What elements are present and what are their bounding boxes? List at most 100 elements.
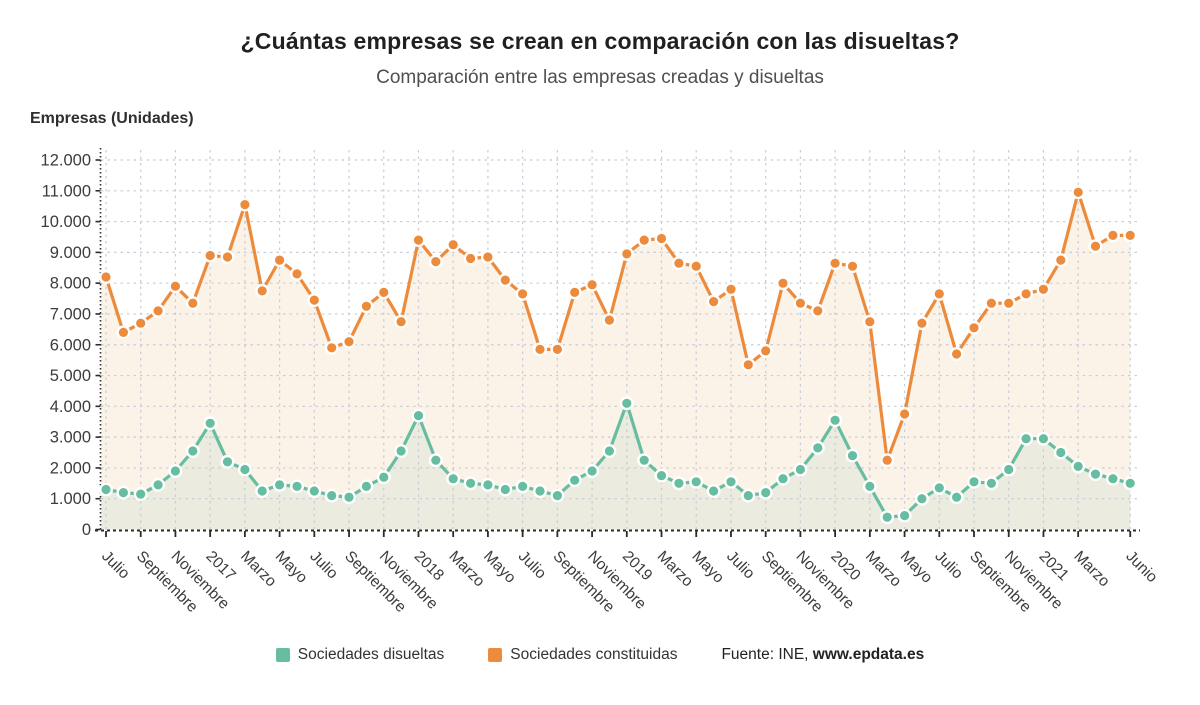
data-point-constituidas[interactable] xyxy=(1071,185,1086,200)
data-point-disueltas[interactable] xyxy=(324,488,339,503)
data-point-constituidas[interactable] xyxy=(880,453,895,468)
data-point-constituidas[interactable] xyxy=(359,299,374,314)
data-point-disueltas[interactable] xyxy=(810,440,825,455)
data-point-constituidas[interactable] xyxy=(133,316,148,331)
data-point-constituidas[interactable] xyxy=(411,233,426,248)
data-point-disueltas[interactable] xyxy=(428,453,443,468)
data-point-constituidas[interactable] xyxy=(585,277,600,292)
data-point-constituidas[interactable] xyxy=(984,296,999,311)
data-point-constituidas[interactable] xyxy=(671,256,686,271)
data-point-disueltas[interactable] xyxy=(255,484,270,499)
data-point-disueltas[interactable] xyxy=(897,508,912,523)
data-point-constituidas[interactable] xyxy=(307,293,322,308)
data-point-constituidas[interactable] xyxy=(810,303,825,318)
data-point-disueltas[interactable] xyxy=(290,479,305,494)
data-point-disueltas[interactable] xyxy=(1123,476,1138,491)
data-point-disueltas[interactable] xyxy=(828,413,843,428)
data-point-constituidas[interactable] xyxy=(237,197,252,212)
legend-item-constituidas[interactable]: Sociedades constituidas xyxy=(488,646,677,664)
legend-item-disueltas[interactable]: Sociedades disueltas xyxy=(275,646,444,664)
data-point-disueltas[interactable] xyxy=(862,479,877,494)
data-point-disueltas[interactable] xyxy=(914,491,929,506)
data-point-disueltas[interactable] xyxy=(116,485,131,500)
data-point-disueltas[interactable] xyxy=(1036,431,1051,446)
data-point-disueltas[interactable] xyxy=(394,444,409,459)
data-point-disueltas[interactable] xyxy=(619,396,634,411)
data-point-disueltas[interactable] xyxy=(307,484,322,499)
data-point-disueltas[interactable] xyxy=(602,444,617,459)
data-point-disueltas[interactable] xyxy=(480,477,495,492)
data-point-constituidas[interactable] xyxy=(724,282,739,297)
data-point-disueltas[interactable] xyxy=(637,453,652,468)
data-point-constituidas[interactable] xyxy=(550,342,565,357)
data-point-constituidas[interactable] xyxy=(98,270,113,285)
data-point-disueltas[interactable] xyxy=(342,490,357,505)
data-point-constituidas[interactable] xyxy=(776,276,791,291)
data-point-disueltas[interactable] xyxy=(1001,462,1016,477)
data-point-disueltas[interactable] xyxy=(758,485,773,500)
data-point-disueltas[interactable] xyxy=(654,468,669,483)
data-point-disueltas[interactable] xyxy=(724,474,739,489)
data-point-constituidas[interactable] xyxy=(446,237,461,252)
data-point-disueltas[interactable] xyxy=(706,484,721,499)
data-point-constituidas[interactable] xyxy=(602,313,617,328)
data-point-disueltas[interactable] xyxy=(515,479,530,494)
data-point-disueltas[interactable] xyxy=(1053,445,1068,460)
data-point-constituidas[interactable] xyxy=(116,325,131,340)
data-point-constituidas[interactable] xyxy=(793,296,808,311)
data-point-disueltas[interactable] xyxy=(151,477,166,492)
data-point-constituidas[interactable] xyxy=(654,231,669,246)
data-point-disueltas[interactable] xyxy=(98,482,113,497)
data-point-disueltas[interactable] xyxy=(567,473,582,488)
data-point-disueltas[interactable] xyxy=(498,482,513,497)
data-point-disueltas[interactable] xyxy=(237,462,252,477)
data-point-constituidas[interactable] xyxy=(272,253,287,268)
data-point-disueltas[interactable] xyxy=(671,476,686,491)
data-point-disueltas[interactable] xyxy=(185,444,200,459)
data-point-constituidas[interactable] xyxy=(342,334,357,349)
data-point-disueltas[interactable] xyxy=(776,471,791,486)
data-point-disueltas[interactable] xyxy=(741,488,756,503)
source-site-link[interactable]: www.epdata.es xyxy=(812,646,925,663)
data-point-constituidas[interactable] xyxy=(376,285,391,300)
data-point-disueltas[interactable] xyxy=(446,471,461,486)
data-point-constituidas[interactable] xyxy=(914,316,929,331)
data-point-disueltas[interactable] xyxy=(932,480,947,495)
data-point-constituidas[interactable] xyxy=(290,266,305,281)
data-point-constituidas[interactable] xyxy=(967,320,982,335)
data-point-constituidas[interactable] xyxy=(845,259,860,274)
data-point-constituidas[interactable] xyxy=(203,248,218,263)
data-point-disueltas[interactable] xyxy=(949,490,964,505)
data-point-constituidas[interactable] xyxy=(480,249,495,264)
data-point-disueltas[interactable] xyxy=(533,484,548,499)
data-point-disueltas[interactable] xyxy=(1088,467,1103,482)
data-point-constituidas[interactable] xyxy=(533,342,548,357)
data-point-constituidas[interactable] xyxy=(151,303,166,318)
data-point-constituidas[interactable] xyxy=(1053,253,1068,268)
data-point-disueltas[interactable] xyxy=(984,476,999,491)
data-point-constituidas[interactable] xyxy=(498,273,513,288)
data-point-constituidas[interactable] xyxy=(220,249,235,264)
data-point-disueltas[interactable] xyxy=(168,464,183,479)
data-point-constituidas[interactable] xyxy=(897,407,912,422)
data-point-disueltas[interactable] xyxy=(376,470,391,485)
data-point-disueltas[interactable] xyxy=(967,474,982,489)
data-point-constituidas[interactable] xyxy=(949,347,964,362)
data-point-constituidas[interactable] xyxy=(567,285,582,300)
data-point-disueltas[interactable] xyxy=(1071,459,1086,474)
data-point-disueltas[interactable] xyxy=(1019,431,1034,446)
data-point-disueltas[interactable] xyxy=(550,488,565,503)
data-point-disueltas[interactable] xyxy=(880,510,895,525)
data-point-disueltas[interactable] xyxy=(220,454,235,469)
data-point-constituidas[interactable] xyxy=(185,296,200,311)
data-point-constituidas[interactable] xyxy=(1001,296,1016,311)
data-point-disueltas[interactable] xyxy=(359,479,374,494)
data-point-constituidas[interactable] xyxy=(394,314,409,329)
data-point-constituidas[interactable] xyxy=(862,314,877,329)
data-point-constituidas[interactable] xyxy=(689,259,704,274)
data-point-disueltas[interactable] xyxy=(689,474,704,489)
data-point-disueltas[interactable] xyxy=(411,408,426,423)
data-point-constituidas[interactable] xyxy=(463,251,478,266)
data-point-constituidas[interactable] xyxy=(168,279,183,294)
data-point-constituidas[interactable] xyxy=(515,286,530,301)
